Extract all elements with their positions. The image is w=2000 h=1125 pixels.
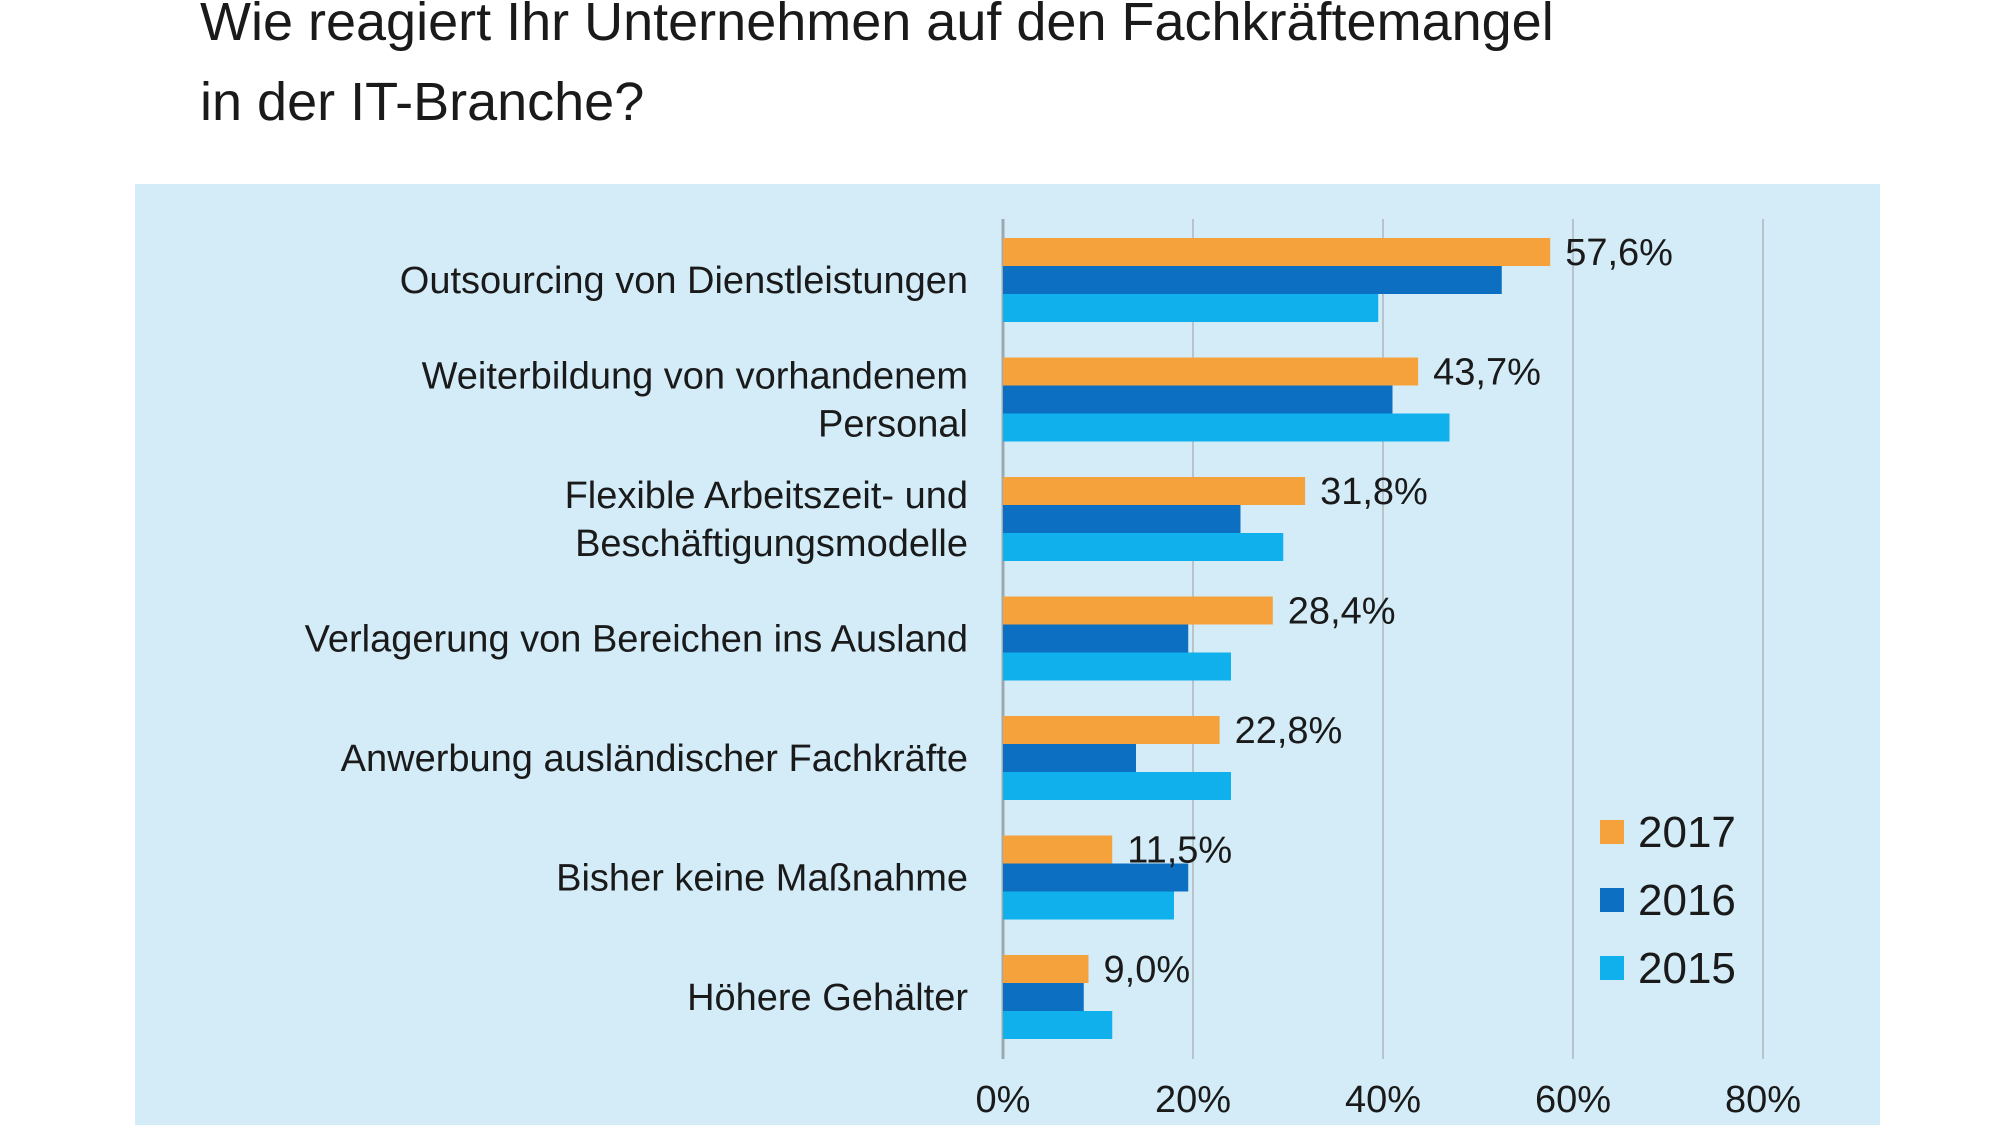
- x-tick-label: 0%: [976, 1079, 1031, 1121]
- bar: [1003, 652, 1231, 681]
- legend-swatch: [1600, 956, 1624, 980]
- bar: [1003, 533, 1284, 561]
- value-label: 43,7%: [1433, 352, 1541, 394]
- value-label: 22,8%: [1235, 710, 1343, 752]
- bar: [1003, 716, 1220, 744]
- value-label: 28,4%: [1288, 591, 1396, 633]
- bar: [1003, 477, 1306, 505]
- category-label: Personal: [818, 404, 968, 446]
- chart-title-line-1: Wie reagiert Ihr Unternehmen auf den Fac…: [200, 0, 1554, 52]
- category-label: Verlagerung von Bereichen ins Ausland: [305, 619, 968, 661]
- category-labels: Outsourcing von Dienstleistungen Weiterbi…: [305, 260, 969, 1019]
- bar: [1003, 505, 1241, 533]
- bar: [1003, 891, 1174, 920]
- value-labels: 57,6% 43,7% 31,8% 28,4% 22,8% 11,5% 9,0%: [1104, 232, 1673, 991]
- bar: [1003, 835, 1113, 864]
- x-tick-label: 20%: [1155, 1079, 1231, 1121]
- bar: [1003, 596, 1273, 625]
- category-label: Höhere Gehälter: [687, 977, 968, 1019]
- bar: [1003, 772, 1231, 800]
- value-label: 31,8%: [1320, 471, 1428, 513]
- bar: [1003, 744, 1136, 772]
- category-label: Outsourcing von Dienstleistungen: [400, 260, 968, 302]
- bar: [1003, 413, 1450, 442]
- legend: 2017 2016 2015: [1600, 808, 1736, 993]
- x-tick-label: 60%: [1535, 1079, 1611, 1121]
- bars: [1003, 238, 1551, 1039]
- category-label: Beschäftigungsmodelle: [575, 523, 968, 565]
- chart-title-line-2: in der IT-Branche?: [200, 72, 645, 132]
- category-label: Flexible Arbeitszeit- und: [565, 475, 968, 517]
- chart-panel: Outsourcing von Dienstleistungen Weiterbi…: [135, 184, 1880, 1125]
- legend-swatch: [1600, 820, 1624, 844]
- value-label: 11,5%: [1127, 830, 1232, 872]
- legend-label: 2016: [1638, 876, 1736, 925]
- bar: [1003, 294, 1379, 322]
- value-label: 57,6%: [1565, 232, 1673, 274]
- x-axis-ticks: 0% 20% 40% 60% 80%: [976, 1079, 1801, 1121]
- legend-label: 2017: [1638, 808, 1736, 857]
- legend-label: 2015: [1638, 944, 1736, 993]
- x-tick-label: 40%: [1345, 1079, 1421, 1121]
- x-tick-label: 80%: [1725, 1079, 1801, 1121]
- bar: [1003, 266, 1502, 294]
- bar: [1003, 624, 1189, 653]
- value-label: 9,0%: [1104, 949, 1191, 991]
- chart-title: Wie reagiert Ihr Unternehmen auf den Fac…: [200, 0, 1900, 142]
- category-label: Bisher keine Maßnahme: [556, 858, 968, 900]
- legend-swatch: [1600, 888, 1624, 912]
- bar: [1003, 863, 1189, 892]
- bar: [1003, 983, 1084, 1011]
- bar: [1003, 955, 1089, 983]
- bar: [1003, 1011, 1113, 1039]
- category-label: Anwerbung ausländischer Fachkräfte: [341, 738, 968, 780]
- bar-chart: Outsourcing von Dienstleistungen Weiterbi…: [135, 184, 1880, 1125]
- bar: [1003, 238, 1551, 266]
- bar: [1003, 357, 1419, 386]
- category-label: Weiterbildung von vorhandenem: [422, 356, 968, 398]
- bar: [1003, 385, 1393, 414]
